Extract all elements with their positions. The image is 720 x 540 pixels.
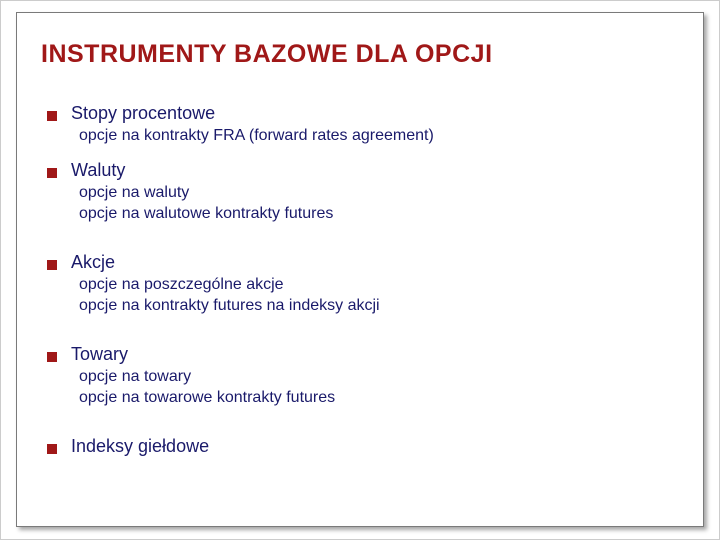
sublines: opcje na waluty opcje na walutowe kontra… (79, 183, 673, 224)
sublines: opcje na kontrakty FRA (forward rates ag… (79, 126, 673, 146)
square-bullet-icon (47, 168, 57, 178)
sub-line: opcje na kontrakty FRA (forward rates ag… (79, 126, 673, 146)
item-heading: Stopy procentowe (71, 103, 215, 124)
sub-line: opcje na walutowe kontrakty futures (79, 204, 673, 224)
sub-line: opcje na towary (79, 367, 673, 387)
square-bullet-icon (47, 260, 57, 270)
heading-row: Akcje (47, 252, 673, 273)
spacer (47, 330, 673, 344)
heading-row: Towary (47, 344, 673, 365)
sub-line: opcje na towarowe kontrakty futures (79, 388, 673, 408)
list-item: Stopy procentowe opcje na kontrakty FRA … (47, 103, 673, 146)
list-item: Waluty opcje na waluty opcje na walutowe… (47, 160, 673, 224)
heading-row: Indeksy giełdowe (47, 436, 673, 457)
item-heading: Indeksy giełdowe (71, 436, 209, 457)
item-heading: Akcje (71, 252, 115, 273)
content-area: Stopy procentowe opcje na kontrakty FRA … (47, 103, 673, 463)
square-bullet-icon (47, 352, 57, 362)
slide: INSTRUMENTY BAZOWE DLA OPCJI Stopy proce… (0, 0, 720, 540)
spacer (47, 422, 673, 436)
slide-title: INSTRUMENTY BAZOWE DLA OPCJI (41, 40, 493, 69)
item-heading: Waluty (71, 160, 125, 181)
square-bullet-icon (47, 444, 57, 454)
sublines: opcje na towary opcje na towarowe kontra… (79, 367, 673, 408)
content-frame: INSTRUMENTY BAZOWE DLA OPCJI Stopy proce… (16, 12, 704, 527)
square-bullet-icon (47, 111, 57, 121)
sublines: opcje na poszczególne akcje opcje na kon… (79, 275, 673, 316)
list-item: Towary opcje na towary opcje na towarowe… (47, 344, 673, 408)
item-heading: Towary (71, 344, 128, 365)
list-item: Akcje opcje na poszczególne akcje opcje … (47, 252, 673, 316)
sub-line: opcje na waluty (79, 183, 673, 203)
sub-line: opcje na poszczególne akcje (79, 275, 673, 295)
sub-line: opcje na kontrakty futures na indeksy ak… (79, 296, 673, 316)
spacer (47, 238, 673, 252)
heading-row: Waluty (47, 160, 673, 181)
heading-row: Stopy procentowe (47, 103, 673, 124)
list-item: Indeksy giełdowe (47, 436, 673, 457)
